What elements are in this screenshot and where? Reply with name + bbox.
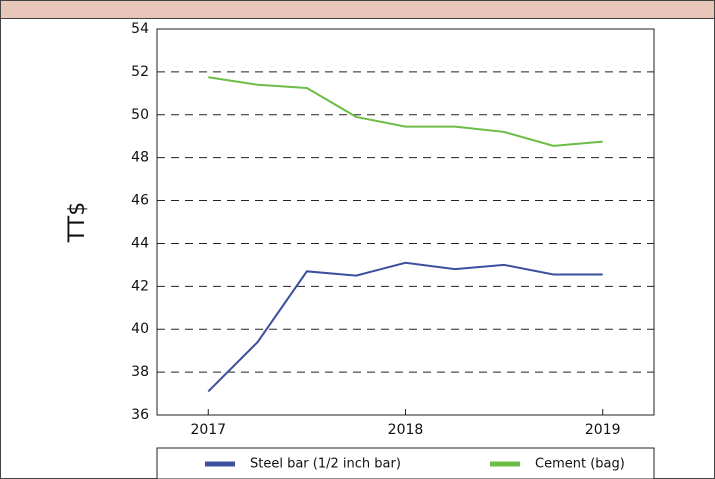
series-line <box>208 76 603 147</box>
x-tick-label: 2018 <box>388 422 424 438</box>
y-tick-label: 46 <box>131 193 149 209</box>
y-axis-label: TT$ <box>65 202 90 244</box>
y-tick-label: 44 <box>131 235 149 251</box>
legend-label: Steel bar (1/2 inch bar) <box>250 457 401 472</box>
legend-label: Cement (bag) <box>535 457 625 472</box>
legend <box>156 447 655 479</box>
y-tick-label: 40 <box>131 321 149 337</box>
y-tick-label: 50 <box>131 107 149 123</box>
y-tick-label: 36 <box>131 407 149 423</box>
y-tick-label: 48 <box>131 150 149 166</box>
y-tick-label: 54 <box>131 21 149 37</box>
series-line <box>207 261 603 393</box>
y-tick-label: 52 <box>131 64 149 80</box>
y-tick-label: 42 <box>131 278 149 294</box>
x-tick-label: 2017 <box>190 422 226 438</box>
header-strip <box>0 0 715 19</box>
y-tick-label: 38 <box>131 364 149 380</box>
x-tick-label: 2019 <box>585 422 621 438</box>
